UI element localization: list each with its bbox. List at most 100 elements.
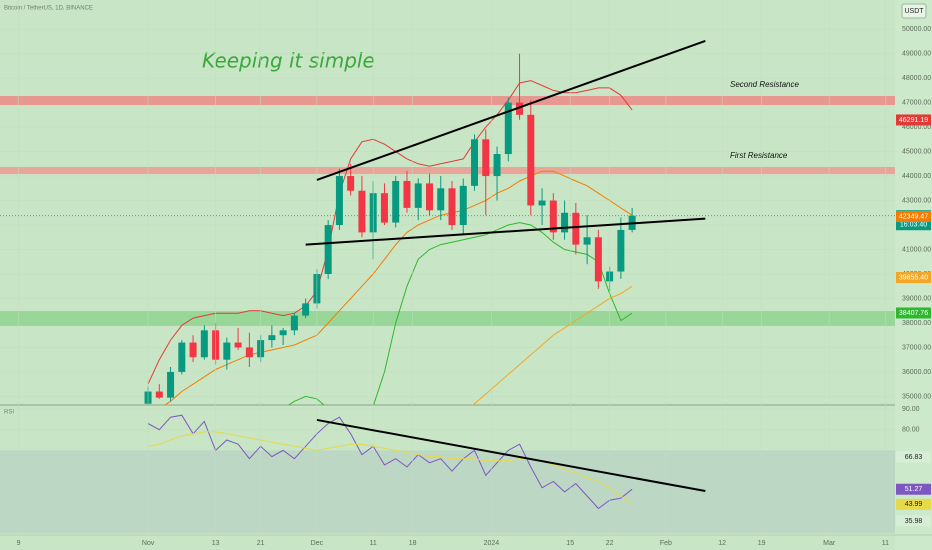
price-tag (896, 307, 931, 319)
candle-body (538, 200, 546, 206)
candle-body (414, 183, 422, 208)
chart-title: Bitcoin / TetherUS, 1D, BINANCE (4, 6, 93, 12)
rsi-tag-label: 35.98 (905, 518, 923, 525)
candle-body (358, 190, 366, 233)
candle-body (234, 342, 242, 348)
candle-body (459, 185, 467, 226)
candle-body (594, 237, 602, 282)
y-tick-label: 44000.00 (902, 173, 931, 180)
candle-body (324, 225, 332, 274)
price-tag (896, 114, 931, 126)
candle-body (572, 212, 580, 245)
x-tick-label: Mar (823, 540, 836, 547)
currency-button[interactable] (901, 3, 927, 19)
y-tick-label: 36000.00 (902, 369, 931, 376)
y-tick-label: 41000.00 (902, 246, 931, 253)
candle-body (223, 342, 231, 360)
rsi-band (0, 450, 895, 534)
x-tick-label: 9 (17, 540, 21, 547)
candle-body (504, 102, 512, 155)
candle-body (448, 188, 456, 226)
x-tick-label: 22 (606, 540, 614, 547)
candle-body (302, 303, 310, 316)
x-tick-label: 19 (758, 540, 766, 547)
price-tag-label: 42349.47 (899, 213, 928, 220)
indicator-line (147, 80, 633, 385)
candle-body (471, 139, 479, 186)
zone (0, 95, 895, 106)
y-tick-label: 47000.00 (902, 99, 931, 106)
zone-label: Second Resistance (730, 80, 799, 89)
y-tick-label: 43000.00 (902, 197, 931, 204)
candle-body (200, 330, 208, 358)
zone-label: First Resistance (730, 151, 788, 160)
candle-body (380, 193, 388, 223)
y-tick-label: 35000.00 (902, 393, 931, 400)
rsi-line (147, 414, 633, 510)
trendline (316, 418, 706, 493)
candle-body (493, 154, 501, 177)
rsi-tag-label: 43.99 (905, 501, 923, 508)
rsi-label: RSI (4, 410, 14, 416)
x-tick-label: 11 (882, 540, 889, 547)
price-tag (896, 272, 931, 284)
y-tick-label: 38000.00 (902, 320, 931, 327)
y-tick-label: 49000.00 (902, 50, 931, 57)
rsi-tag (896, 483, 931, 495)
x-tick-label: 11 (370, 540, 377, 547)
y-tick-label: 37000.00 (902, 344, 931, 351)
x-tick-label: Dec (311, 540, 324, 547)
x-tick-label: 2024 (484, 540, 500, 547)
candle-body (347, 176, 355, 191)
rsi-tick-label: 90.00 (902, 406, 920, 413)
x-tick-label: Nov (142, 540, 155, 547)
currency-button-label[interactable]: USDT (904, 8, 924, 15)
x-tick-label: 21 (257, 540, 265, 547)
candle-body (527, 114, 535, 206)
x-tick-label: Feb (660, 540, 672, 547)
rsi-tag (896, 498, 931, 510)
rsi-line (147, 431, 633, 505)
price-tag-countdown: 16:03:40 (900, 222, 927, 229)
candle-body (335, 176, 343, 226)
candle-body (617, 229, 625, 272)
y-tick-label: 39000.00 (902, 295, 931, 302)
zone (0, 166, 895, 175)
price-pane (0, 28, 895, 405)
candle-body (561, 212, 569, 233)
rsi-tick-label: 80.00 (902, 427, 920, 434)
candle-body (437, 188, 445, 211)
price-tag-label: 38407.76 (899, 310, 928, 317)
candle-body (516, 102, 524, 115)
y-tick-label: 48000.00 (902, 75, 931, 82)
indicator-line (164, 170, 633, 405)
candle-body (425, 183, 433, 211)
y-tick-label: 45000.00 (902, 148, 931, 155)
candle-body (178, 342, 186, 372)
rsi-tag (896, 515, 931, 527)
price-tag (896, 210, 931, 222)
candle-body (189, 342, 197, 358)
candle-body (392, 180, 400, 223)
price-tag-label: 39855.40 (899, 274, 928, 281)
x-tick-label: 18 (409, 540, 417, 547)
candle-body (167, 371, 175, 398)
y-tick-label: 46000.00 (902, 124, 931, 131)
candle-body (549, 200, 557, 233)
price-tag-label: 46291.19 (899, 117, 928, 124)
indicator-line (287, 222, 633, 405)
rsi-tag-label: 51.27 (905, 486, 923, 493)
candle-body (403, 180, 411, 208)
candle-body (290, 315, 298, 331)
zone (0, 310, 895, 326)
rsi-tag (896, 451, 931, 463)
candle-body (268, 335, 276, 341)
trendline (305, 217, 706, 246)
rsi-tag-label: 66.83 (905, 454, 923, 461)
candle-body (245, 347, 253, 358)
candle-body (583, 237, 591, 245)
annotation: Keeping it simple (202, 49, 375, 73)
candle-body (279, 330, 287, 336)
x-tick-label: 13 (212, 540, 220, 547)
